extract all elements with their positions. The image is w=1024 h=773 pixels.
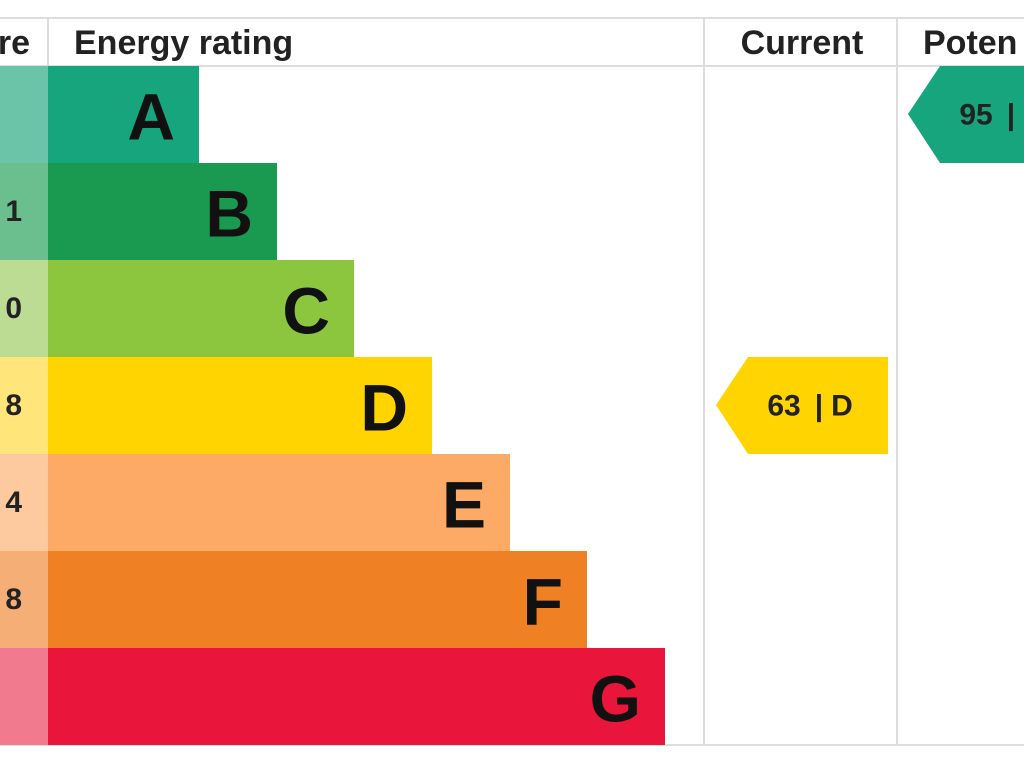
header-potential: Poten bbox=[923, 24, 1017, 62]
potential-arrow bbox=[908, 66, 1024, 163]
rating-bar bbox=[48, 260, 354, 357]
rating-letter: D bbox=[360, 371, 408, 445]
score-range: 1 bbox=[5, 195, 22, 228]
score-cell bbox=[0, 454, 48, 551]
score-range: 0 bbox=[5, 292, 22, 325]
score-cell bbox=[0, 66, 48, 163]
header-rating: Energy rating bbox=[74, 24, 293, 62]
score-cell bbox=[0, 648, 48, 745]
potential-score: 95 bbox=[959, 99, 992, 132]
header-score: re bbox=[0, 24, 30, 62]
rating-bar bbox=[48, 454, 510, 551]
rating-letter: G bbox=[590, 662, 641, 736]
score-range: 8 bbox=[5, 389, 22, 422]
rating-bar bbox=[48, 551, 587, 648]
current-score: 63 bbox=[767, 390, 800, 423]
current-band: D bbox=[831, 390, 853, 423]
score-range: 8 bbox=[5, 583, 22, 616]
rating-bar bbox=[48, 66, 199, 163]
score-range: 4 bbox=[5, 486, 22, 519]
separator: | bbox=[815, 390, 823, 423]
score-cell bbox=[0, 260, 48, 357]
rating-letter: C bbox=[282, 274, 330, 348]
separator: | bbox=[1007, 99, 1015, 132]
rating-bar bbox=[48, 163, 277, 260]
rating-letter: A bbox=[127, 80, 175, 154]
current-arrow bbox=[716, 357, 888, 454]
rating-bar bbox=[48, 357, 432, 454]
header-current: Current bbox=[741, 24, 864, 62]
rating-letter: E bbox=[442, 468, 486, 542]
rating-letter: F bbox=[523, 565, 563, 639]
score-cell bbox=[0, 551, 48, 648]
score-cell bbox=[0, 357, 48, 454]
rating-bar bbox=[48, 648, 665, 745]
score-cell bbox=[0, 163, 48, 260]
rating-letter: B bbox=[205, 177, 253, 251]
